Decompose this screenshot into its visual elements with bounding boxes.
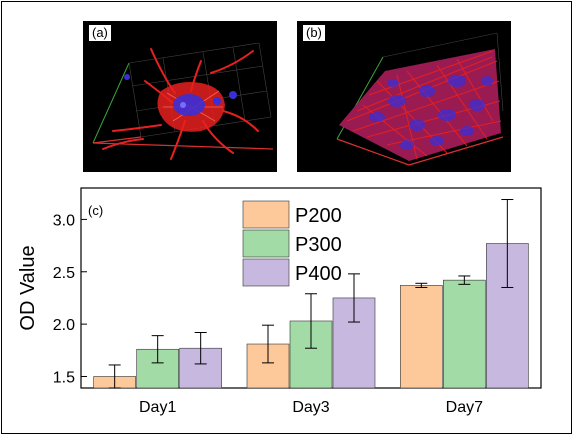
x-tick-label: Day1 [139,399,176,416]
micrograph-a: (a) [83,21,277,172]
x-tick-label: Day3 [292,399,329,416]
y-axis: 1.5 2.0 2.5 3.0 [53,212,87,386]
panel-label-c: (c) [88,203,103,218]
cell-3d-render-a [92,42,274,160]
y-tick-label: 1.5 [53,369,75,386]
cell-3d-render-b [336,32,504,166]
y-axis-label: OD Value [17,245,39,330]
micrograph-b: (b) [297,21,511,172]
error-bars [108,199,514,389]
legend-label-P300: P300 [295,234,342,256]
y-tick-label: 2.5 [53,265,75,282]
x-tick-label: Day7 [446,399,483,416]
legend-label-P200: P200 [295,205,342,227]
x-axis: Day1 Day3 Day7 [139,382,483,416]
legend-swatch-P200 [242,200,290,229]
legend-swatch-P300 [242,229,290,258]
y-tick-label: 3.0 [53,212,75,229]
legend: P200 P300 P400 [242,200,342,287]
panel-label-a: (a) [89,25,111,41]
bar-P300-Day7 [443,279,486,389]
bar-P200-Day7 [400,285,443,389]
y-tick-label: 2.0 [53,317,75,334]
panel-label-b: (b) [303,25,325,41]
legend-swatch-P400 [242,258,290,287]
legend-label-P400: P400 [295,263,342,285]
